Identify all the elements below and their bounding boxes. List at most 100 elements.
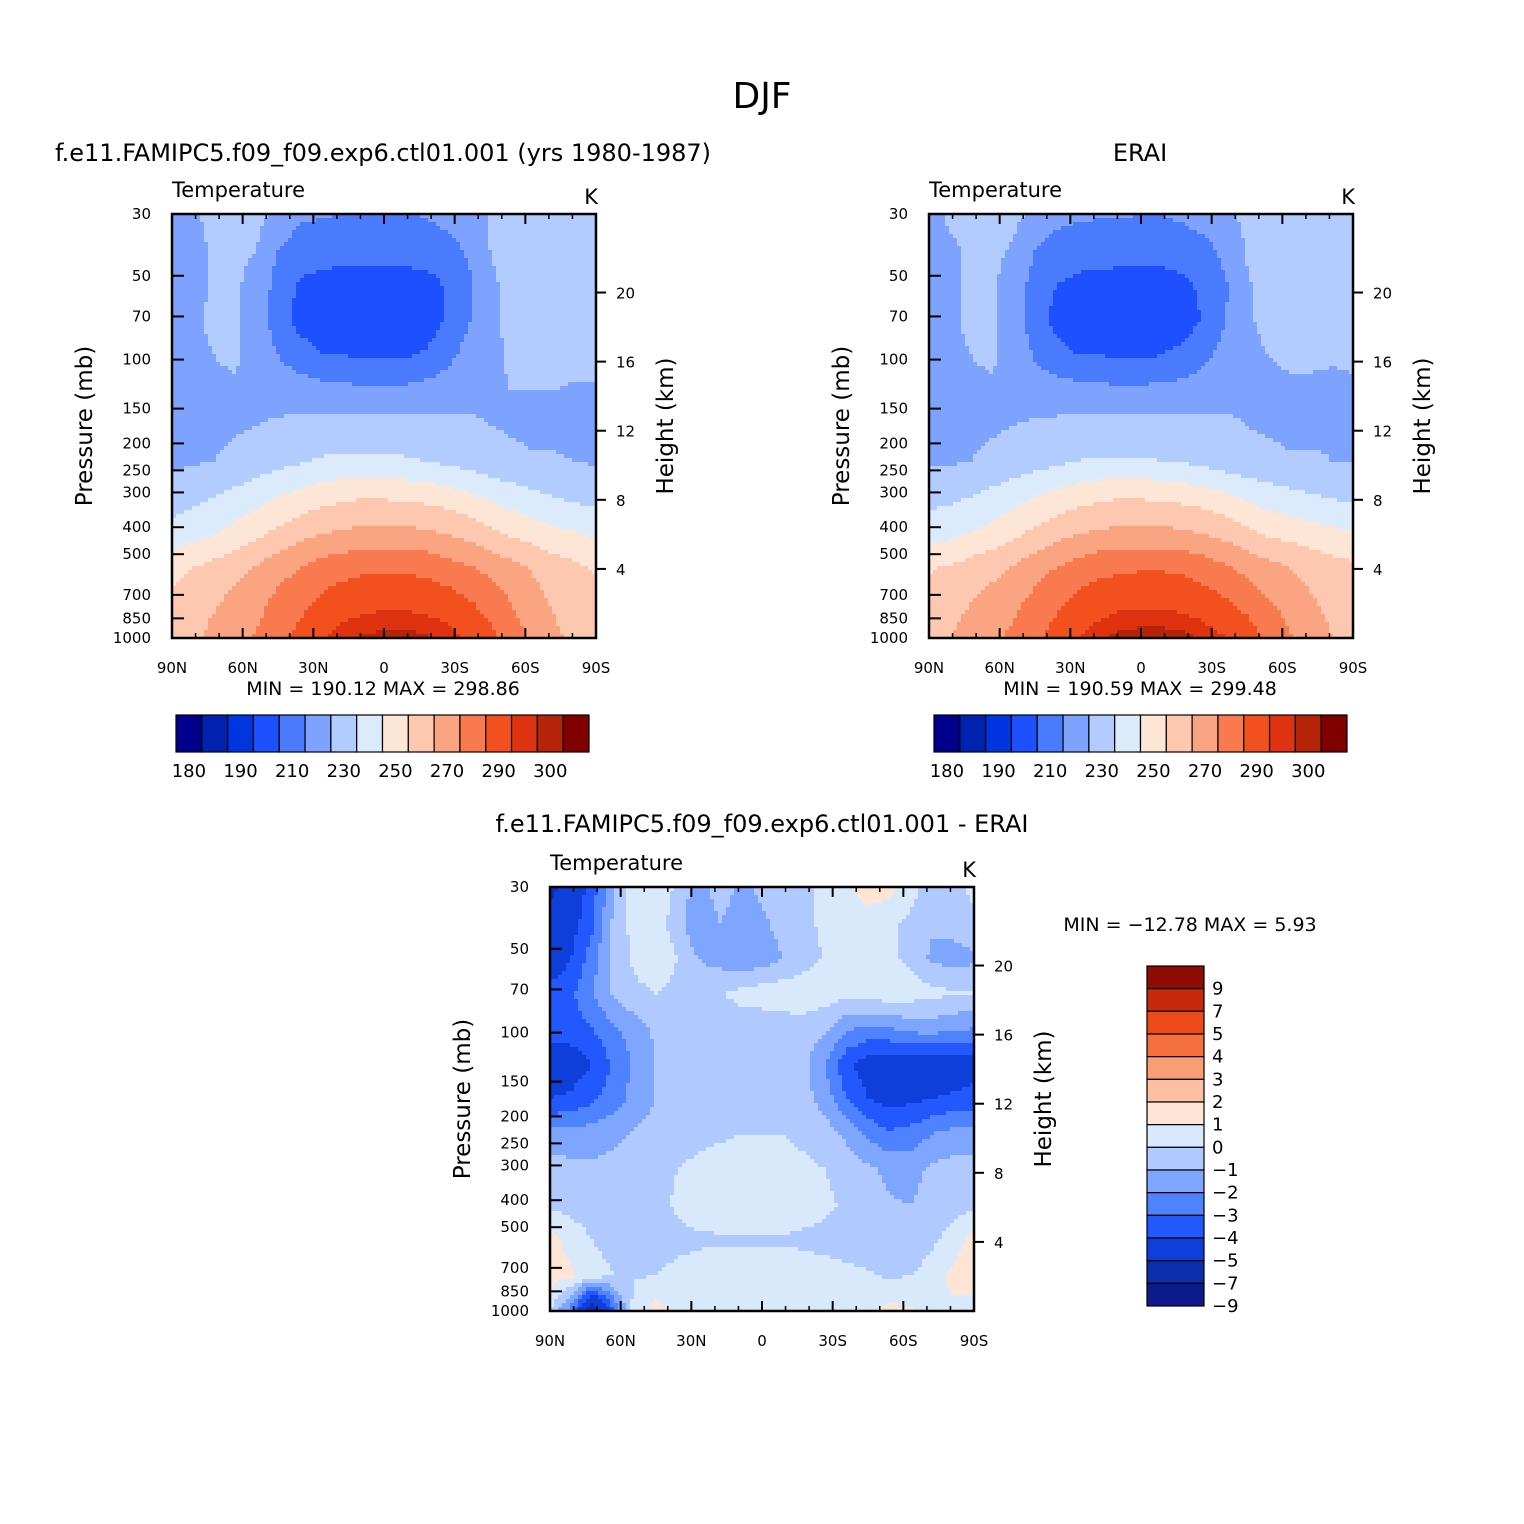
heatmap-cell [336, 314, 341, 319]
heatmap-cell [276, 246, 281, 251]
heatmap-cell [464, 246, 469, 251]
heatmap-cell [312, 302, 317, 307]
heatmap-cell [536, 234, 541, 239]
heatmap-cell [588, 282, 593, 287]
heatmap-cell [536, 346, 541, 351]
heatmap-cell [452, 258, 457, 263]
heatmap-cell [188, 358, 193, 363]
heatmap-cell [348, 322, 353, 327]
heatmap-cell [520, 222, 525, 227]
heatmap-cell [328, 282, 333, 287]
heatmap-cell [376, 246, 381, 251]
heatmap-cell [404, 342, 409, 347]
heatmap-cell [304, 326, 309, 331]
heatmap-cell [348, 286, 353, 291]
heatmap-cell [572, 342, 577, 347]
heatmap-cell [536, 226, 541, 231]
heatmap-cell [400, 218, 405, 223]
heatmap-cell [252, 290, 257, 295]
heatmap-cell [464, 314, 469, 319]
heatmap-cell [452, 278, 457, 283]
heatmap-cell [424, 286, 429, 291]
heatmap-cell [324, 286, 329, 291]
heatmap-cell [272, 254, 277, 259]
heatmap-cell [248, 358, 253, 363]
heatmap-cell [264, 362, 269, 367]
heatmap-cell [328, 234, 333, 239]
heatmap-cell [560, 290, 565, 295]
heatmap-cell [316, 258, 321, 263]
heatmap-cell [340, 318, 345, 323]
heatmap-cell [276, 230, 281, 235]
heatmap-cell [264, 294, 269, 299]
heatmap-cell [436, 314, 441, 319]
heatmap-cell [556, 350, 561, 355]
heatmap-cell [584, 250, 589, 255]
heatmap-cell [316, 362, 321, 367]
heatmap-cell [284, 226, 289, 231]
heatmap-cell [548, 326, 553, 331]
heatmap-cell [340, 234, 345, 239]
heatmap-cell [272, 310, 277, 315]
heatmap-cell [252, 246, 257, 251]
heatmap-cell [248, 282, 253, 287]
heatmap-cell [364, 302, 369, 307]
heatmap-cell [328, 362, 333, 367]
heatmap-cell [464, 254, 469, 259]
heatmap-cell [560, 234, 565, 239]
heatmap-cell [176, 262, 181, 267]
heatmap-cell [440, 366, 445, 371]
heatmap-cell [208, 294, 213, 299]
heatmap-cell [284, 358, 289, 363]
heatmap-cell [440, 314, 445, 319]
heatmap-cell [572, 362, 577, 367]
heatmap-cell [252, 342, 257, 347]
heatmap-cell [276, 254, 281, 259]
heatmap-cell [500, 322, 505, 327]
heatmap-cell [332, 266, 337, 271]
heatmap-cell [312, 334, 317, 339]
heatmap-cell [576, 350, 581, 355]
heatmap-cell [448, 250, 453, 255]
heatmap-cell [280, 334, 285, 339]
heatmap-cell [500, 262, 505, 267]
heatmap-cell [508, 354, 513, 359]
heatmap-cell [528, 254, 533, 259]
heatmap-cell [524, 326, 529, 331]
heatmap-cell [348, 326, 353, 331]
heatmap-cell [392, 298, 397, 303]
heatmap-cell [332, 366, 337, 371]
heatmap-cell [216, 254, 221, 259]
heatmap-cell [404, 338, 409, 343]
heatmap-cell [420, 294, 425, 299]
heatmap-cell [316, 270, 321, 275]
heatmap-cell [528, 246, 533, 251]
heatmap-cell [312, 338, 317, 343]
heatmap-cell [244, 242, 249, 247]
heatmap-cell [380, 254, 385, 259]
heatmap-cell [184, 226, 189, 231]
heatmap-cell [360, 230, 365, 235]
heatmap-cell [464, 310, 469, 315]
heatmap-cell [236, 234, 241, 239]
heatmap-cell [400, 314, 405, 319]
heatmap-cell [520, 286, 525, 291]
heatmap-cell [448, 258, 453, 263]
heatmap-cell [208, 302, 213, 307]
heatmap-cell [532, 318, 537, 323]
heatmap-cell [272, 274, 277, 279]
heatmap-cell [396, 326, 401, 331]
heatmap-cell [324, 326, 329, 331]
heatmap-cell [304, 246, 309, 251]
heatmap-cell [180, 294, 185, 299]
heatmap-cell [192, 238, 197, 243]
heatmap-cell [412, 338, 417, 343]
heatmap-cell [200, 258, 205, 263]
heatmap-cell [204, 350, 209, 355]
heatmap-cell [260, 242, 265, 247]
heatmap-cell [480, 310, 485, 315]
heatmap-cell [384, 354, 389, 359]
heatmap-cell [388, 342, 393, 347]
heatmap-cell [408, 270, 413, 275]
heatmap-cell [448, 366, 453, 371]
